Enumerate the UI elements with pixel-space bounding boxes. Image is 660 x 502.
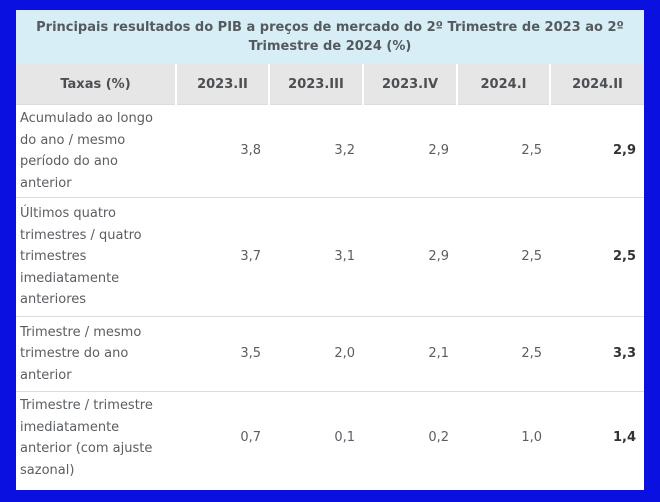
table-frame: Principais resultados do PIB a preços de…	[16, 10, 644, 490]
table-cell: 2,5	[457, 104, 550, 198]
row-label: Acumulado ao longo do ano / mesmo períod…	[16, 104, 176, 198]
table-row: Acumulado ao longo do ano / mesmo períod…	[16, 104, 644, 198]
row-label: Trimestre / mesmo trimestre do ano anter…	[16, 316, 176, 392]
table-cell: 3,1	[269, 197, 363, 317]
table-cell: 2,1	[363, 316, 457, 392]
table-cell: 3,7	[176, 197, 269, 317]
row-label: Trimestre / trimestre imediatamente ante…	[16, 391, 176, 484]
table-cell: 2,5	[457, 197, 550, 317]
table-row: Últimos quatro trimestres / quatro trime…	[16, 197, 644, 317]
table-cell: 2,9	[363, 104, 457, 198]
table-cell-latest: 3,3	[550, 316, 644, 392]
table-caption: Principais resultados do PIB a preços de…	[16, 10, 644, 64]
table-cell: 3,8	[176, 104, 269, 198]
table-row: Trimestre / mesmo trimestre do ano anter…	[16, 316, 644, 392]
header-2024-i: 2024.I	[456, 64, 550, 105]
table-cell: 0,1	[269, 391, 363, 484]
gdp-results-table: Taxas (%) 2023.II 2023.III 2023.IV 2024.…	[16, 64, 644, 484]
table-row: Trimestre / trimestre imediatamente ante…	[16, 391, 644, 484]
table-cell: 0,7	[176, 391, 269, 484]
header-2023-ii: 2023.II	[175, 64, 269, 105]
table-cell-latest: 2,5	[550, 197, 644, 317]
table-cell: 1,0	[457, 391, 550, 484]
header-2023-iii: 2023.III	[268, 64, 363, 105]
header-taxas: Taxas (%)	[16, 64, 176, 105]
header-2024-ii: 2024.II	[549, 64, 644, 105]
table-cell: 2,9	[363, 197, 457, 317]
table-cell-latest: 1,4	[550, 391, 644, 484]
table-cell: 2,0	[269, 316, 363, 392]
table-cell: 0,2	[363, 391, 457, 484]
header-2023-iv: 2023.IV	[362, 64, 457, 105]
table-cell: 3,2	[269, 104, 363, 198]
table-cell-latest: 2,9	[550, 104, 644, 198]
table-cell: 2,5	[457, 316, 550, 392]
row-label: Últimos quatro trimestres / quatro trime…	[16, 197, 176, 317]
table-cell: 3,5	[176, 316, 269, 392]
header-row: Taxas (%) 2023.II 2023.III 2023.IV 2024.…	[16, 64, 644, 105]
